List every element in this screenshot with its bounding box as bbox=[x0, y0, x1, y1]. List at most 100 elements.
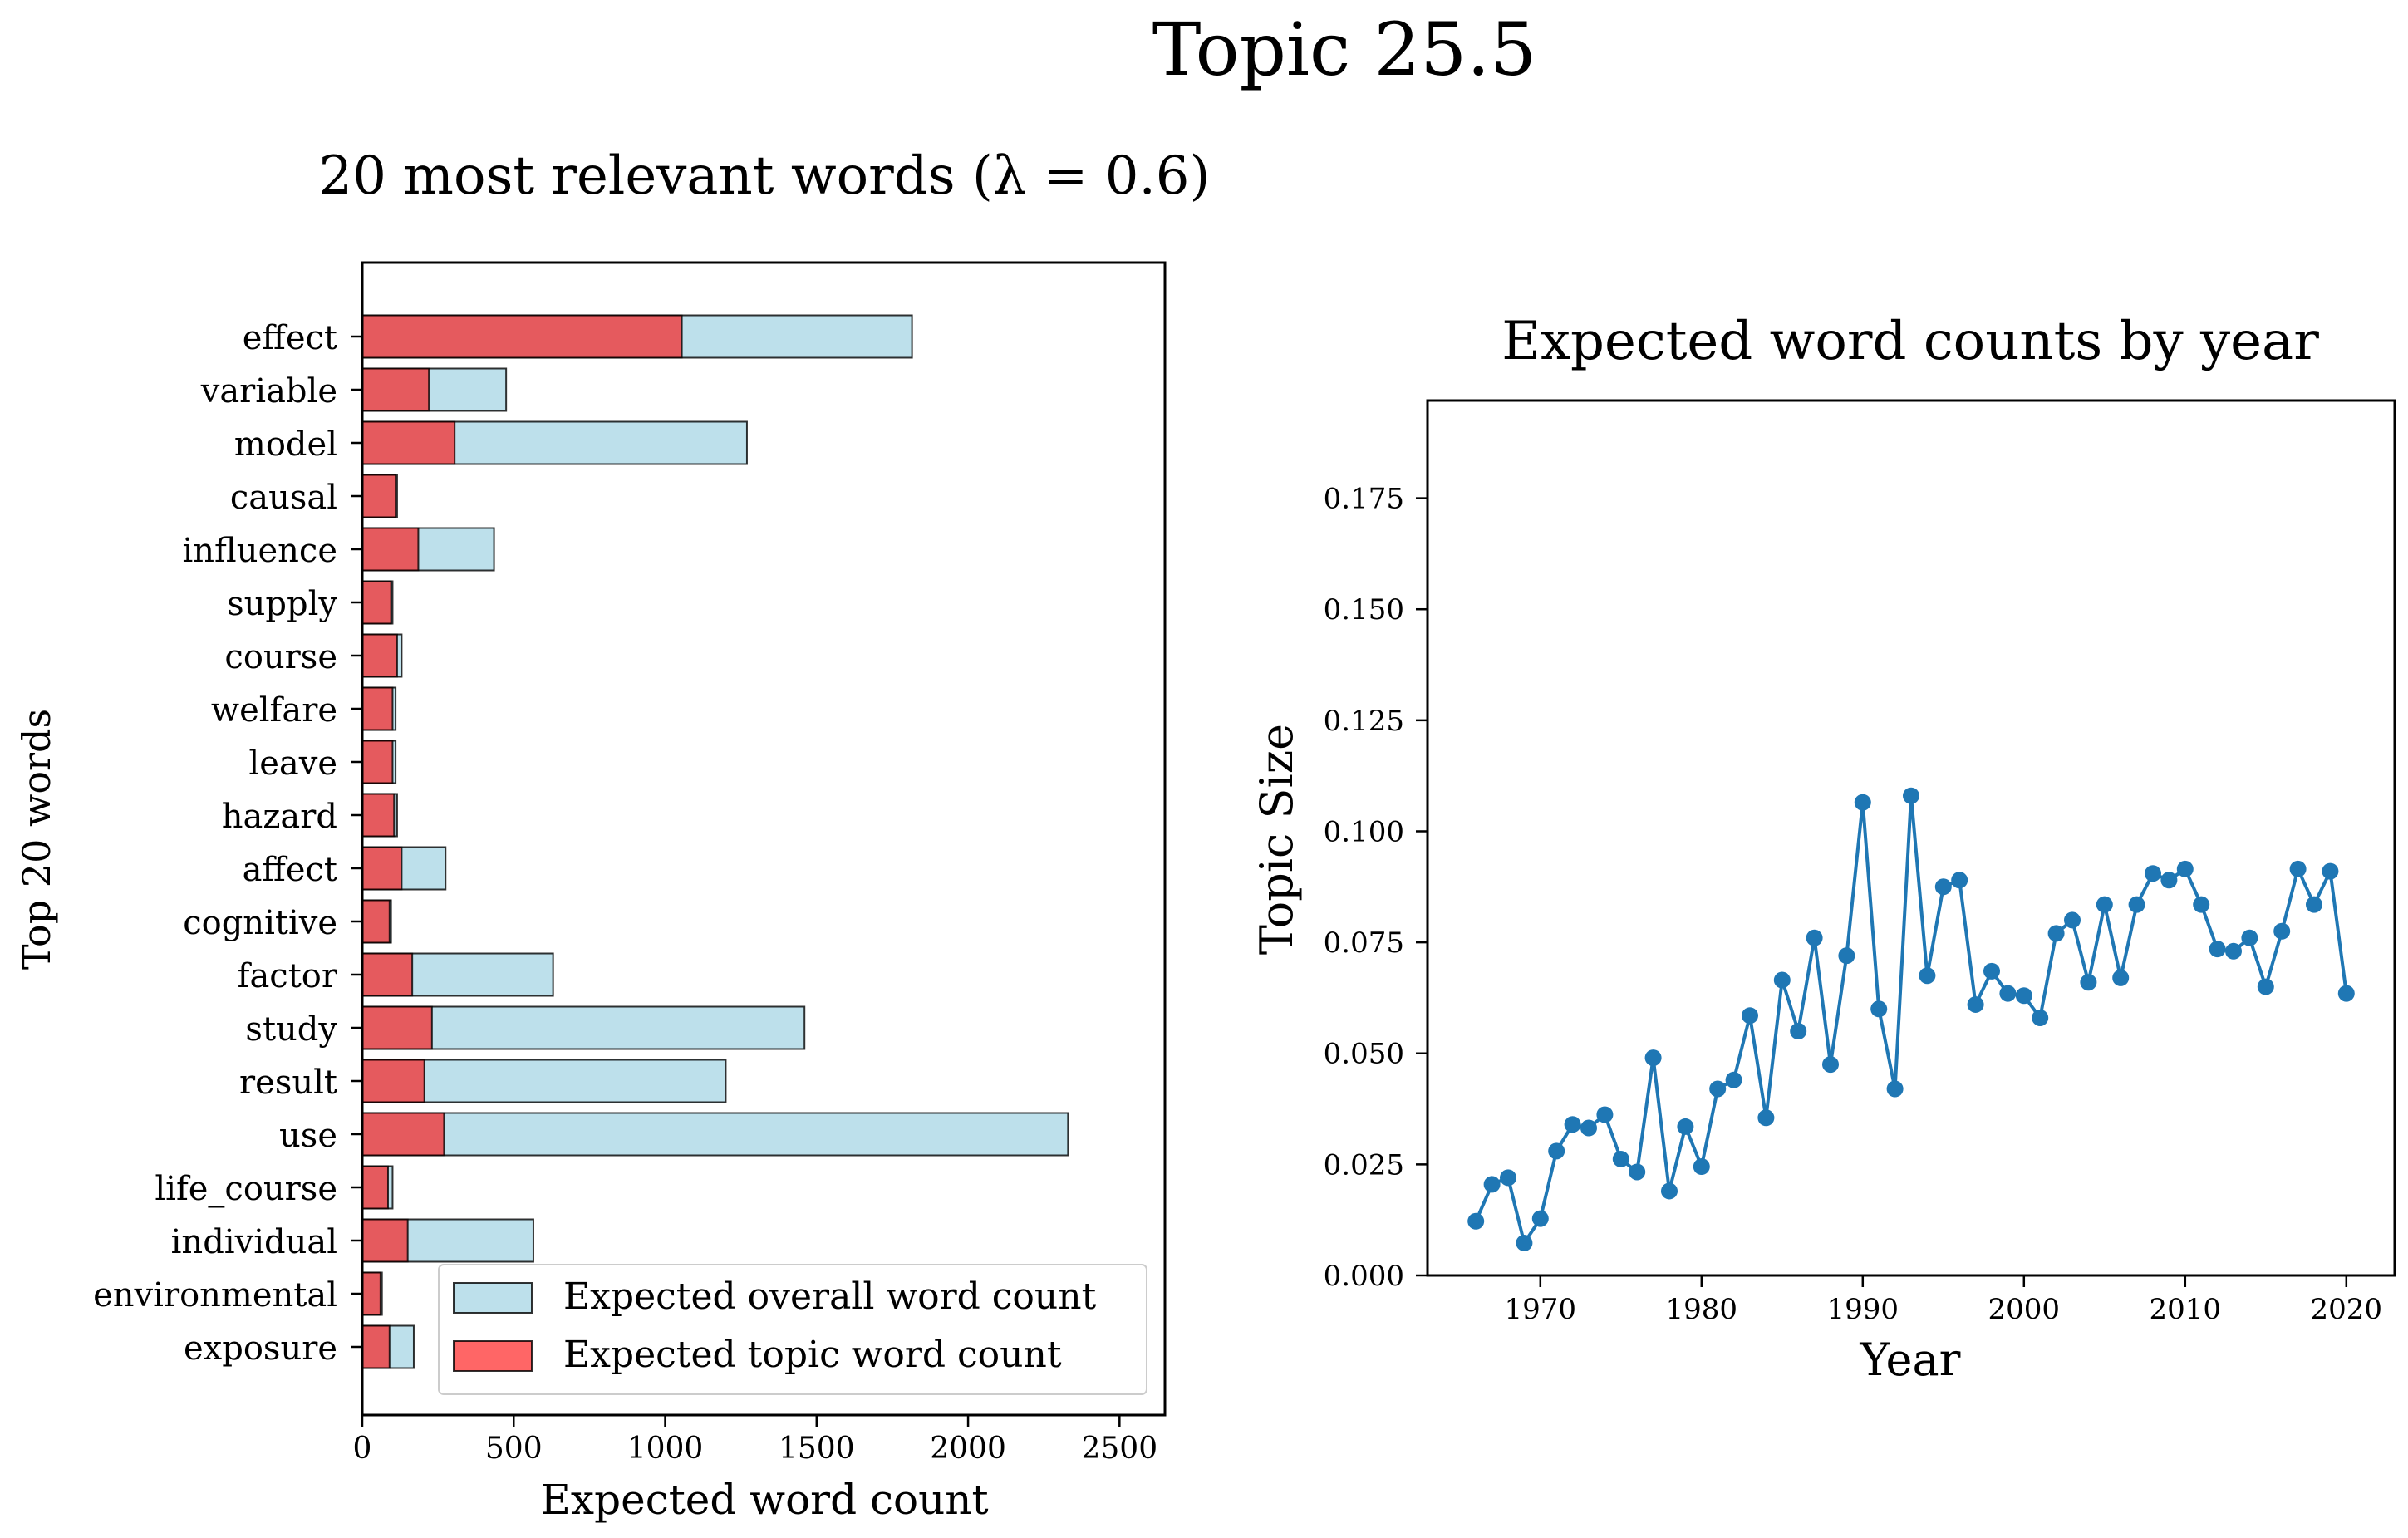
topic-size-point bbox=[2128, 896, 2145, 913]
topic-size-point bbox=[2064, 911, 2081, 929]
topic-size-point bbox=[1629, 1163, 1646, 1181]
legend-swatch bbox=[453, 1340, 533, 1372]
topic-count-bar bbox=[361, 1165, 389, 1210]
legend-box bbox=[438, 1264, 1147, 1395]
topic-size-point bbox=[1903, 787, 1919, 804]
topic-size-point bbox=[2176, 860, 2194, 877]
topic-count-bar bbox=[361, 527, 420, 572]
x-tick-label: 2000 bbox=[1988, 1293, 2061, 1326]
bar-chart-panel: 20 most relevant words (λ = 0.6) effect v… bbox=[14, 145, 1210, 1524]
y-tick-label: study bbox=[245, 1010, 337, 1049]
topic-size-point bbox=[2145, 865, 2161, 882]
topic-size-point bbox=[1467, 1212, 1485, 1230]
x-tick-label: 2010 bbox=[2150, 1293, 2222, 1326]
topic-size-point bbox=[1854, 794, 1871, 811]
y-tick-label: individual bbox=[171, 1223, 337, 1261]
y-tick-label: 0.175 bbox=[1324, 483, 1404, 516]
topic-size-point bbox=[1709, 1080, 1727, 1098]
x-tick-label: 1980 bbox=[1666, 1293, 1738, 1326]
topic-count-bar bbox=[361, 1112, 445, 1157]
x-tick-label: 1970 bbox=[1505, 1293, 1577, 1326]
topic-size-point bbox=[2337, 985, 2355, 1002]
legend-swatch bbox=[453, 1282, 533, 1314]
line-chart-panel: Expected word counts by year 1970 1980 199… bbox=[1251, 311, 2396, 1386]
y-tick-label: 0.125 bbox=[1324, 705, 1404, 738]
x-tick-label: 0 bbox=[353, 1432, 372, 1466]
topic-size-point bbox=[2047, 925, 2065, 942]
y-tick-label: influence bbox=[182, 532, 337, 570]
line-chart-ylabel: Topic Size bbox=[1251, 724, 1303, 955]
y-tick-label: use bbox=[279, 1117, 337, 1155]
topic-size-point bbox=[1967, 995, 1984, 1013]
topic-size-point bbox=[1661, 1182, 1678, 1200]
topic-count-bar bbox=[361, 793, 396, 838]
topic-size-point bbox=[1564, 1116, 1581, 1133]
topic-count-bar bbox=[361, 633, 398, 678]
bar-chart-title: 20 most relevant words (λ = 0.6) bbox=[319, 145, 1211, 207]
topic-count-bar bbox=[361, 952, 414, 997]
overall-count-bar bbox=[361, 1005, 806, 1050]
y-tick-label: result bbox=[239, 1064, 337, 1102]
x-tick-label: 2000 bbox=[930, 1432, 1006, 1466]
y-tick-label: model bbox=[234, 425, 337, 464]
topic-size-point bbox=[2225, 942, 2242, 960]
topic-size-point bbox=[1999, 985, 2017, 1002]
bar-chart-axes: effect variable model causal influence supply… bbox=[93, 261, 1167, 1466]
x-tick-label: 1000 bbox=[627, 1432, 704, 1466]
topic-count-bar bbox=[361, 1271, 381, 1316]
topic-count-bar bbox=[361, 1059, 425, 1103]
topic-size-point bbox=[1596, 1106, 1614, 1123]
y-tick-label: affect bbox=[243, 851, 337, 889]
x-tick-label: 2500 bbox=[1082, 1432, 1158, 1466]
line-chart-frame bbox=[1426, 399, 2396, 1277]
topic-count-bar bbox=[361, 420, 456, 465]
topic-size-point bbox=[1773, 971, 1791, 989]
y-tick-label: cognitive bbox=[183, 904, 337, 942]
topic-size-point bbox=[1790, 1023, 1807, 1040]
topic-size-point bbox=[1548, 1142, 1565, 1160]
bar-chart-ylabel: Top 20 words bbox=[14, 709, 59, 970]
x-tick-label: 1500 bbox=[779, 1432, 855, 1466]
topic-size-point bbox=[1483, 1176, 1501, 1193]
y-tick-label: effect bbox=[243, 319, 337, 357]
topic-size-point bbox=[1838, 947, 1855, 965]
topic-count-bar bbox=[361, 686, 394, 731]
topic-size-point bbox=[2015, 987, 2032, 1005]
y-tick-label: 0.150 bbox=[1324, 593, 1404, 627]
topic-size-point bbox=[1693, 1158, 1710, 1176]
topic-size-point bbox=[1580, 1119, 1597, 1137]
legend-label: Expected topic word count bbox=[563, 1334, 1062, 1376]
line-chart-title: Expected word counts by year bbox=[1501, 311, 2319, 372]
y-tick-label: factor bbox=[238, 957, 338, 995]
topic-size-point bbox=[1806, 929, 1823, 946]
topic-size-point bbox=[2160, 872, 2178, 889]
y-tick-label: causal bbox=[230, 479, 337, 517]
y-tick-label: exposure bbox=[184, 1329, 337, 1368]
y-tick-label: environmental bbox=[93, 1276, 337, 1314]
bar-chart-bars bbox=[361, 314, 1069, 1369]
topic-size-point bbox=[2080, 974, 2097, 991]
topic-size-point bbox=[2193, 896, 2210, 913]
y-tick-label: supply bbox=[227, 585, 337, 623]
topic-size-point bbox=[1531, 1210, 1549, 1227]
y-tick-label: course bbox=[224, 638, 337, 676]
topic-size-point bbox=[1612, 1150, 1629, 1167]
topic-size-line bbox=[1474, 794, 2348, 1245]
topic-size-point bbox=[2112, 969, 2130, 986]
topic-size-point bbox=[1983, 962, 2000, 980]
overall-count-bar bbox=[361, 1112, 1069, 1157]
topic-count-bar bbox=[361, 899, 391, 944]
y-tick-label: leave bbox=[248, 744, 337, 783]
topic-count-bar bbox=[361, 1005, 433, 1050]
topic-count-bar bbox=[361, 1218, 409, 1263]
topic-size-point bbox=[1870, 1000, 1888, 1018]
legend-label: Expected overall word count bbox=[563, 1275, 1097, 1318]
y-tick-label: 0.050 bbox=[1324, 1038, 1404, 1071]
y-tick-label: 0.100 bbox=[1324, 815, 1404, 848]
topic-size-point bbox=[1951, 872, 1968, 889]
topic-size-point bbox=[1644, 1049, 1662, 1067]
topic-count-bar bbox=[361, 1324, 391, 1369]
y-tick-label: 0.025 bbox=[1324, 1148, 1404, 1182]
y-tick-label: hazard bbox=[222, 798, 337, 836]
y-tick-label: variable bbox=[200, 372, 337, 410]
